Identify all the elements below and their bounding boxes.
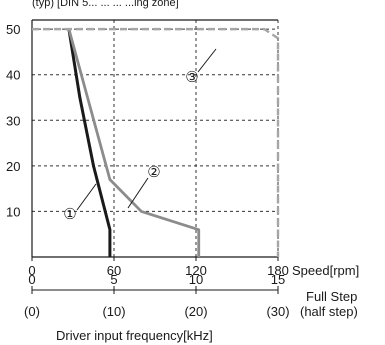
callout-leader [127,177,149,209]
series-group: ① ② ③ [32,27,280,257]
y-tick-label: 30 [6,113,20,128]
series-marker-label: ③ [185,69,198,86]
callout-leader [197,48,217,73]
series-line [67,28,112,257]
x2-axis-label-sub: (half step) [300,304,358,319]
x-tick-label: 180 [267,263,289,278]
x2-axis-label: Full Step [306,289,357,304]
y-tick-label: 10 [6,204,20,219]
series-marker-label: ① [63,206,76,223]
series-line [67,28,201,257]
x3-axis-label: Driver input frequency[kHz] [56,328,213,343]
x2-tick-label-full: 10 [189,272,203,287]
x2-tick-label-half: (0) [24,304,40,319]
x2-tick-label-half: (10) [102,304,125,319]
x-tick-label: 0 [28,263,35,278]
chart-title-fragment: (typ) [DIN 5... ... ... ...ing zone] [32,0,179,9]
x-tick-label: 60 [107,263,121,278]
axis-labels: 10 20 30 40 50 0 60 120 180 Speed[rpm] 0 (0) 5 (10) 10… [6,22,359,343]
x2-tick-label-full: 15 [271,272,285,287]
y-tick-label: 20 [6,159,20,174]
x2-tick-label-half: (30) [266,304,289,319]
x2-tick-label-half: (20) [184,304,207,319]
x2-tick-label-full: 5 [110,272,117,287]
y-tick-label: 40 [6,68,20,83]
series-marker-label: ② [147,164,160,181]
callout-leader [76,183,97,211]
series-line [32,27,280,257]
x2-tick-label-full: 0 [28,272,35,287]
x-axis-label: Speed[rpm] [292,263,359,278]
x-tick-label: 120 [185,263,207,278]
y-tick-label: 50 [6,22,20,37]
axes [31,19,279,294]
